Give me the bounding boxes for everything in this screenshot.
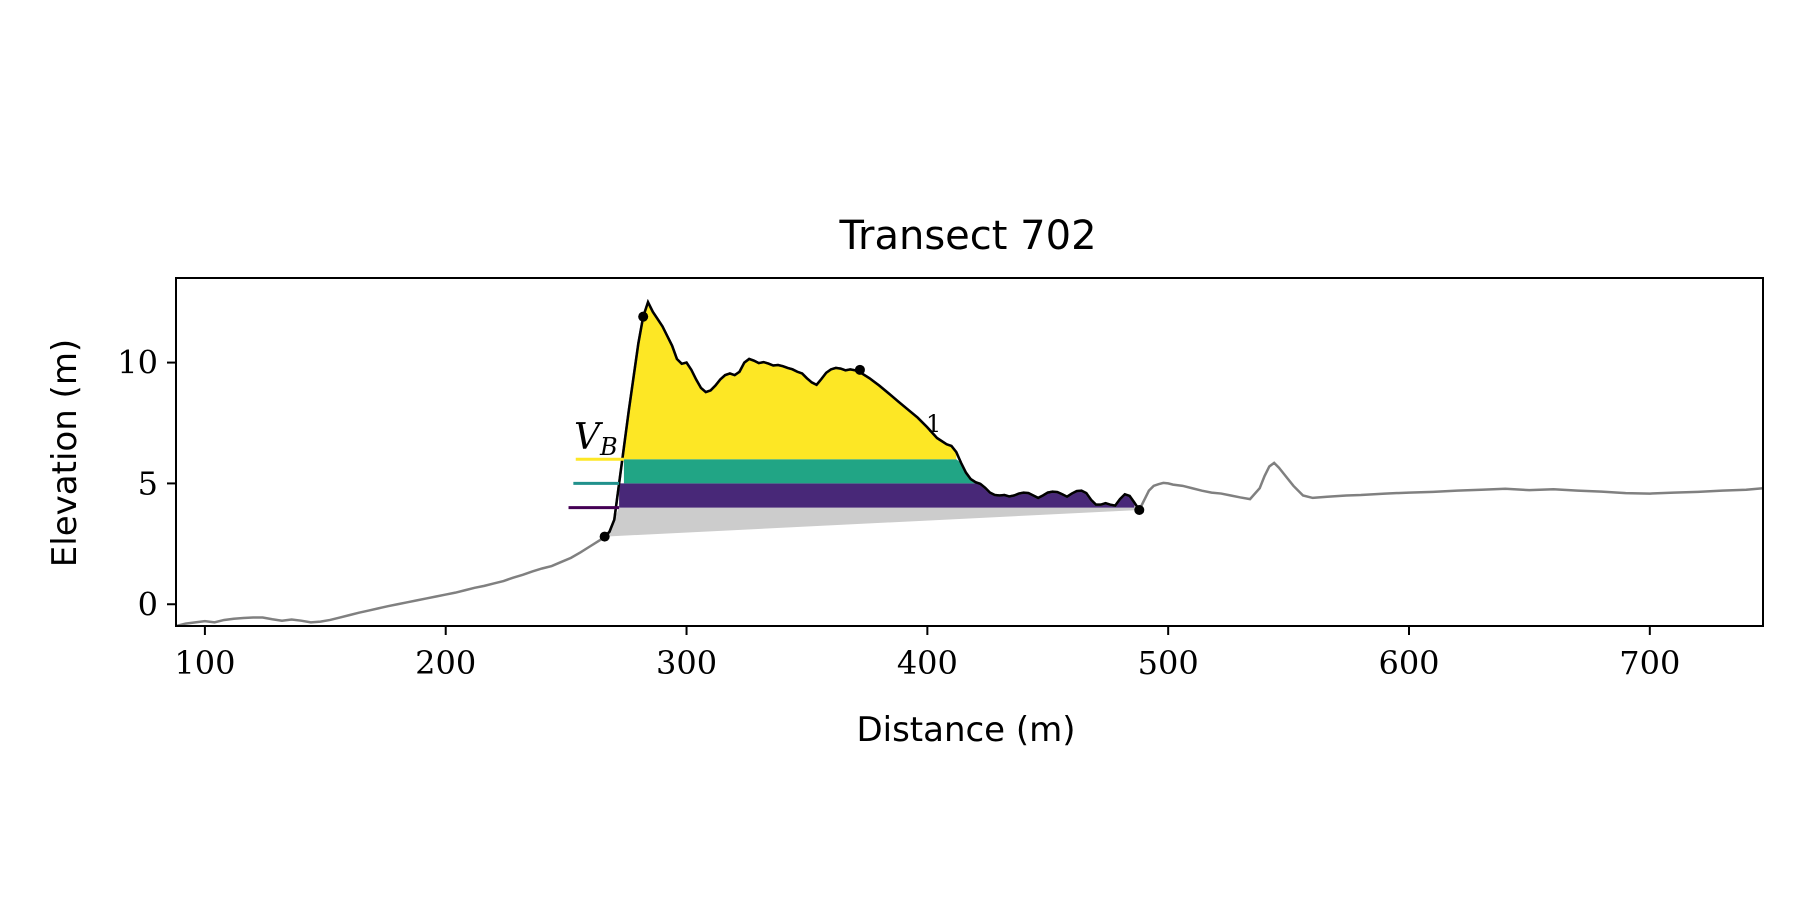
x-tick-label-400: 400 xyxy=(897,644,958,682)
x-axis: 100 200 300 400 500 600 700 xyxy=(174,626,1680,682)
x-axis-label: Distance (m) xyxy=(856,710,1075,750)
plot-frame xyxy=(175,277,1764,627)
key-point-1 xyxy=(599,531,610,542)
chart-title: Transect 702 xyxy=(838,213,1096,259)
y-axis-label: Elevation (m) xyxy=(45,339,85,567)
band-top xyxy=(623,302,957,460)
x-tick-label-700: 700 xyxy=(1619,644,1680,682)
y-tick-label-5: 5 xyxy=(138,464,158,502)
y-tick-label-0: 0 xyxy=(138,585,158,623)
plot-area xyxy=(176,298,1763,626)
x-tick-label-100: 100 xyxy=(174,644,235,682)
key-point-3 xyxy=(854,364,865,375)
x-tick-label-300: 300 xyxy=(656,644,717,682)
key-point-2 xyxy=(638,311,649,322)
y-axis: 0 5 10 xyxy=(117,344,176,623)
band-mid xyxy=(623,459,976,484)
volume-label-tail: 1 xyxy=(926,410,941,438)
y-tick-label-10: 10 xyxy=(117,344,158,382)
base-wedge xyxy=(604,507,1140,537)
volume-label: VB xyxy=(574,417,618,461)
volume-label-subscript: B xyxy=(599,433,618,461)
dune-outline xyxy=(603,298,1141,538)
key-point-4 xyxy=(1134,505,1145,515)
x-tick-label-600: 600 xyxy=(1378,644,1439,682)
band-low xyxy=(619,483,1135,508)
x-tick-label-200: 200 xyxy=(415,644,476,682)
x-tick-label-500: 500 xyxy=(1138,644,1199,682)
profile-line xyxy=(176,298,1763,626)
